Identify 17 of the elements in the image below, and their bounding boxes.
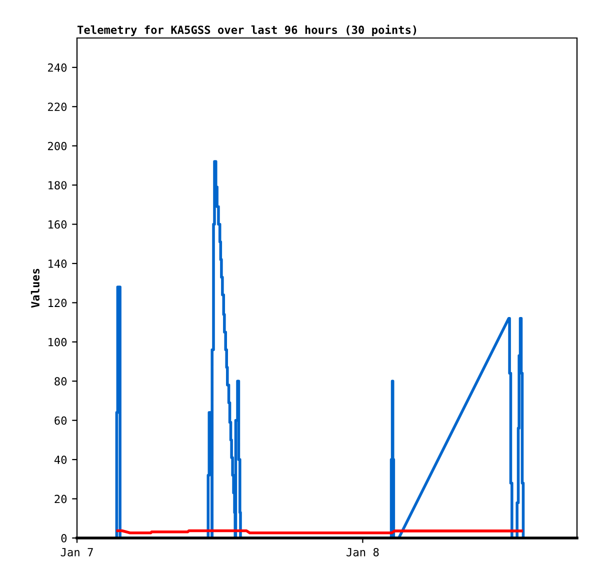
y-tick-label: 20 [54, 494, 67, 504]
y-tick-label: 160 [48, 220, 67, 229]
y-tick-label: 240 [48, 63, 67, 72]
y-tick-label: 200 [48, 142, 67, 150]
y-tick-label: 60 [54, 416, 67, 425]
y-tick-label: 40 [54, 456, 67, 464]
y-tick-label: 220 [48, 102, 67, 112]
y-tick-label: 140 [48, 259, 67, 268]
y-axis-title: Values [30, 268, 40, 308]
y-tick-label: 0 [61, 534, 67, 542]
y-tick-label: 120 [48, 298, 67, 308]
x-tick-label: Jan 8 [346, 548, 379, 556]
y-tick-label: 100 [48, 338, 67, 346]
chart-title: Telemetry for KA5GSS over last 96 hours (30 points) [77, 24, 416, 36]
x-tick-label: Jan 7 [60, 548, 93, 556]
y-tick-label: 80 [54, 377, 67, 386]
y-tick-label: 180 [48, 181, 67, 190]
